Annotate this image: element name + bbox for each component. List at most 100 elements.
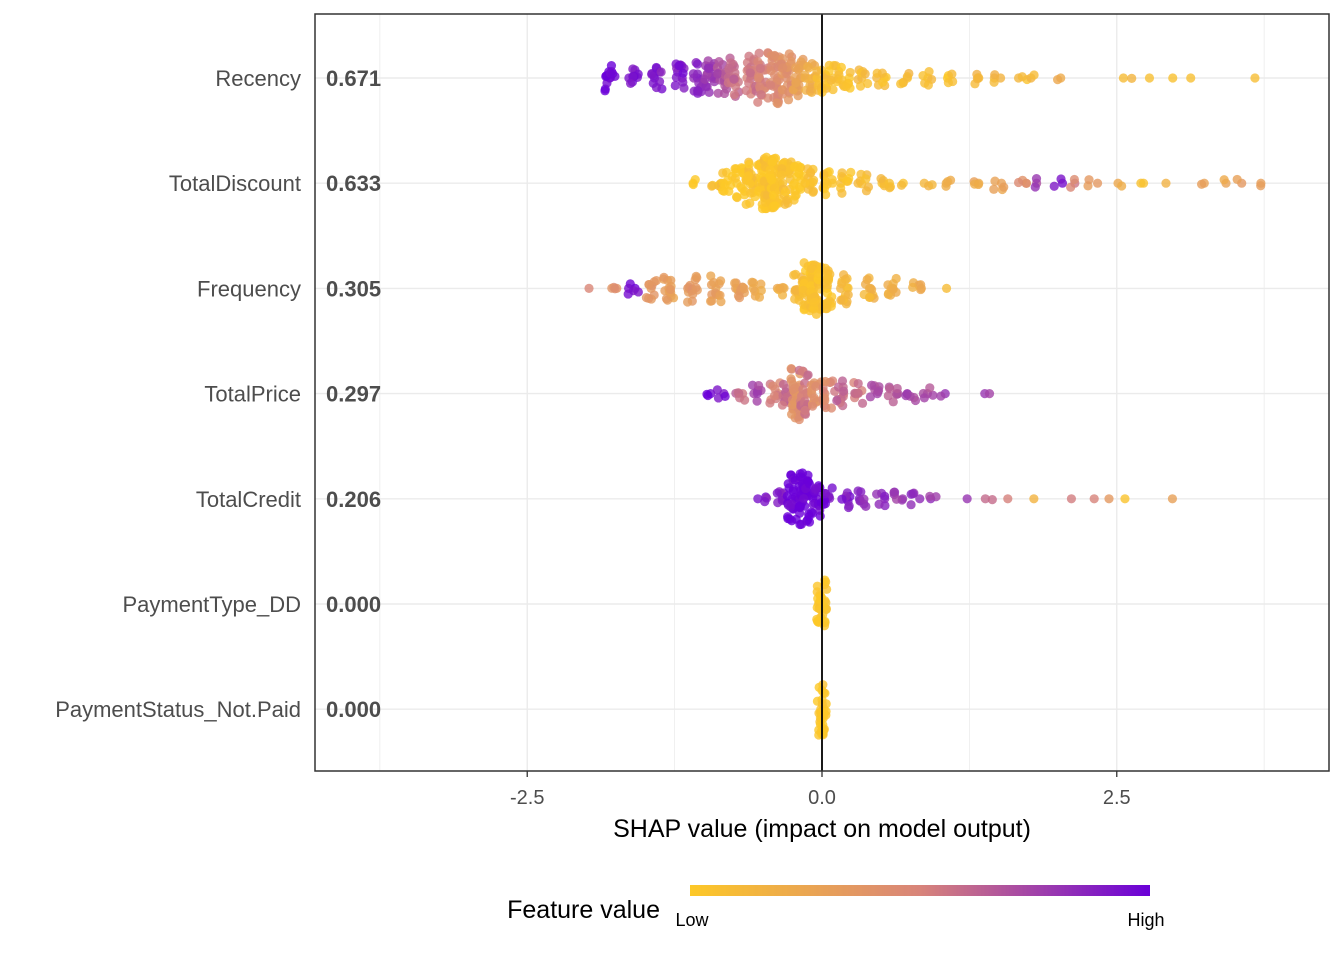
shap-point bbox=[876, 174, 886, 184]
shap-point bbox=[765, 398, 775, 408]
shap-point bbox=[891, 494, 902, 504]
shap-point bbox=[874, 499, 884, 509]
shap-point bbox=[841, 81, 851, 92]
shap-point bbox=[941, 283, 952, 293]
shap-point bbox=[691, 271, 701, 281]
shap-point bbox=[888, 397, 898, 407]
shap-point bbox=[1003, 494, 1013, 504]
shap-point bbox=[693, 85, 703, 96]
shap-point bbox=[826, 403, 837, 413]
shap-point bbox=[806, 507, 817, 517]
shap-point bbox=[901, 391, 911, 401]
shap-point bbox=[772, 488, 782, 498]
shap-point bbox=[787, 364, 797, 374]
mean-abs-shap-label: 0.297 bbox=[326, 382, 381, 407]
shap-point bbox=[837, 376, 848, 386]
shap-point bbox=[723, 175, 733, 185]
shap-point bbox=[809, 297, 820, 308]
shap-point bbox=[1144, 73, 1155, 83]
shap-point bbox=[1138, 178, 1149, 188]
shap-point bbox=[1066, 494, 1077, 504]
shap-point bbox=[752, 388, 762, 398]
shap-point bbox=[688, 69, 699, 79]
shap-point bbox=[633, 287, 643, 297]
shap-point bbox=[775, 283, 785, 293]
shap-point bbox=[760, 497, 770, 507]
shap-point bbox=[861, 174, 871, 184]
shap-point bbox=[690, 175, 700, 185]
shap-point bbox=[838, 270, 849, 280]
shap-point bbox=[1092, 178, 1103, 188]
shap-point bbox=[780, 187, 791, 197]
shap-point bbox=[791, 63, 801, 73]
feature-name-label: Recency bbox=[215, 66, 301, 91]
shap-point bbox=[906, 500, 916, 510]
shap-point bbox=[836, 62, 846, 72]
shap-point bbox=[877, 68, 887, 78]
shap-point bbox=[1013, 177, 1024, 188]
shap-point bbox=[810, 484, 821, 494]
shap-point bbox=[648, 78, 658, 88]
shap-point bbox=[832, 395, 842, 406]
shap-point bbox=[855, 81, 866, 91]
shap-point bbox=[1120, 494, 1130, 504]
shap-point bbox=[754, 73, 764, 83]
shap-point bbox=[802, 61, 813, 72]
shap-point bbox=[724, 63, 734, 73]
shap-point bbox=[1029, 70, 1039, 80]
shap-point bbox=[827, 483, 837, 493]
feature-name-label: PaymentType_DD bbox=[122, 592, 301, 617]
shap-point bbox=[683, 297, 693, 307]
shap-point bbox=[799, 493, 809, 504]
shap-point bbox=[888, 284, 898, 294]
shap-point bbox=[787, 400, 798, 410]
shap-point bbox=[712, 385, 722, 395]
shap-point bbox=[755, 63, 765, 74]
shap-point bbox=[1127, 73, 1137, 83]
shap-point bbox=[744, 159, 754, 169]
shap-point bbox=[908, 489, 918, 499]
shap-point bbox=[811, 309, 821, 319]
shap-point bbox=[995, 73, 1006, 83]
shap-point bbox=[915, 494, 925, 504]
shap-point bbox=[799, 258, 809, 268]
shap-point bbox=[796, 162, 806, 172]
shap-point bbox=[813, 594, 823, 604]
shap-point bbox=[800, 70, 810, 80]
shap-point bbox=[853, 378, 863, 389]
shap-point bbox=[777, 170, 787, 180]
shap-point bbox=[908, 282, 918, 292]
shap-point bbox=[608, 69, 618, 79]
shap-point bbox=[772, 98, 782, 108]
shap-point bbox=[836, 295, 846, 305]
shap-point bbox=[948, 76, 958, 87]
shap-point bbox=[1066, 182, 1076, 192]
shap-point bbox=[713, 68, 723, 79]
mean-abs-shap-label: 0.000 bbox=[326, 592, 381, 617]
shap-point bbox=[644, 279, 654, 290]
shap-point bbox=[718, 168, 728, 178]
shap-point bbox=[790, 269, 801, 279]
shap-point bbox=[744, 51, 754, 61]
shap-point bbox=[753, 97, 763, 107]
shap-point bbox=[1029, 494, 1039, 504]
shap-point bbox=[826, 75, 836, 85]
shap-point bbox=[1167, 494, 1178, 504]
shap-point bbox=[820, 499, 831, 509]
shap-point bbox=[782, 491, 792, 501]
legend-title: Feature value bbox=[507, 896, 660, 924]
shap-point bbox=[1049, 181, 1059, 191]
shap-point bbox=[770, 201, 780, 211]
shap-point bbox=[878, 77, 888, 87]
shap-point bbox=[990, 176, 1000, 186]
shap-point bbox=[765, 165, 775, 175]
shap-point bbox=[719, 186, 729, 196]
shap-point bbox=[656, 67, 666, 77]
shap-point bbox=[756, 90, 766, 100]
shap-point bbox=[701, 81, 711, 91]
x-axis-title: SHAP value (impact on model output) bbox=[613, 815, 1031, 843]
shap-point bbox=[752, 396, 762, 406]
shap-point bbox=[844, 501, 854, 511]
shap-point bbox=[815, 719, 826, 729]
shap-point bbox=[883, 391, 893, 401]
